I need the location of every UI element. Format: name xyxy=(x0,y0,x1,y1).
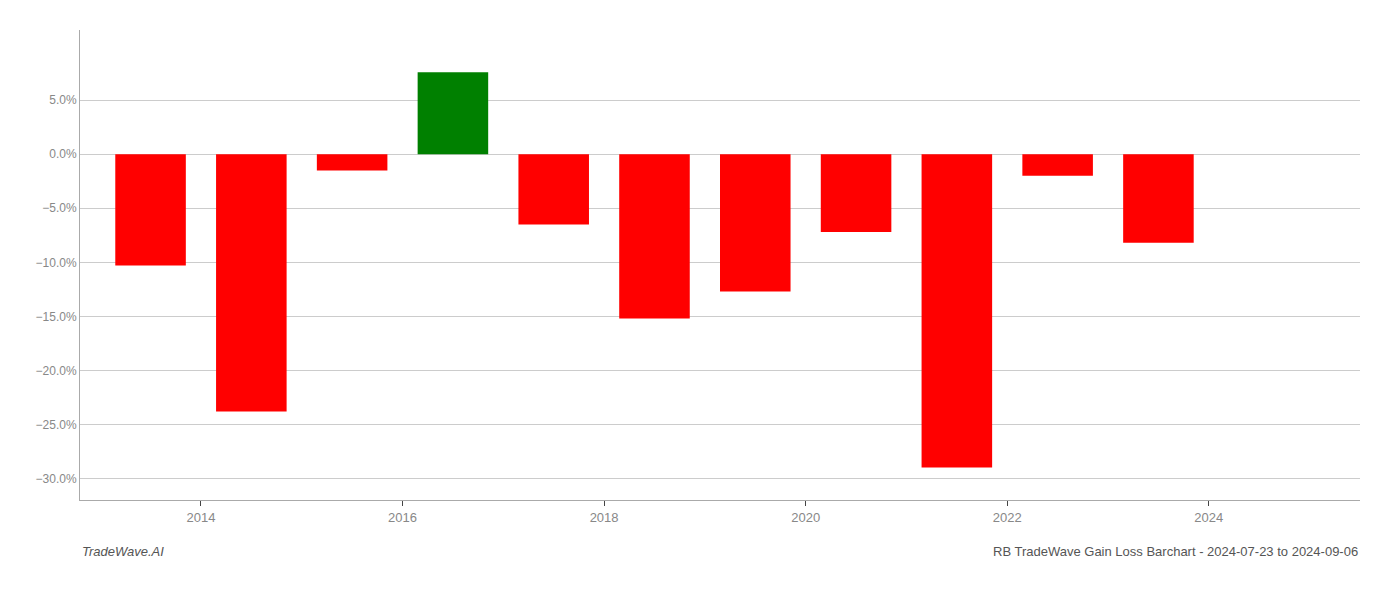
svg-text:−5.0%: −5.0% xyxy=(42,201,77,215)
svg-text:0.0%: 0.0% xyxy=(49,147,77,161)
svg-text:−20.0%: −20.0% xyxy=(36,364,77,378)
svg-text:2022: 2022 xyxy=(993,510,1022,525)
svg-text:TradeWave.AI: TradeWave.AI xyxy=(82,544,164,559)
svg-text:5.0%: 5.0% xyxy=(49,93,77,107)
svg-text:RB TradeWave Gain Loss Barchar: RB TradeWave Gain Loss Barchart - 2024-0… xyxy=(993,544,1358,559)
svg-text:2016: 2016 xyxy=(388,510,417,525)
svg-text:−15.0%: −15.0% xyxy=(36,310,77,324)
svg-text:−25.0%: −25.0% xyxy=(36,418,77,432)
svg-text:2024: 2024 xyxy=(1194,510,1223,525)
svg-text:2018: 2018 xyxy=(590,510,619,525)
svg-text:−10.0%: −10.0% xyxy=(36,255,77,269)
svg-text:−30.0%: −30.0% xyxy=(36,472,77,486)
svg-text:2020: 2020 xyxy=(791,510,820,525)
svg-text:2014: 2014 xyxy=(186,510,215,525)
